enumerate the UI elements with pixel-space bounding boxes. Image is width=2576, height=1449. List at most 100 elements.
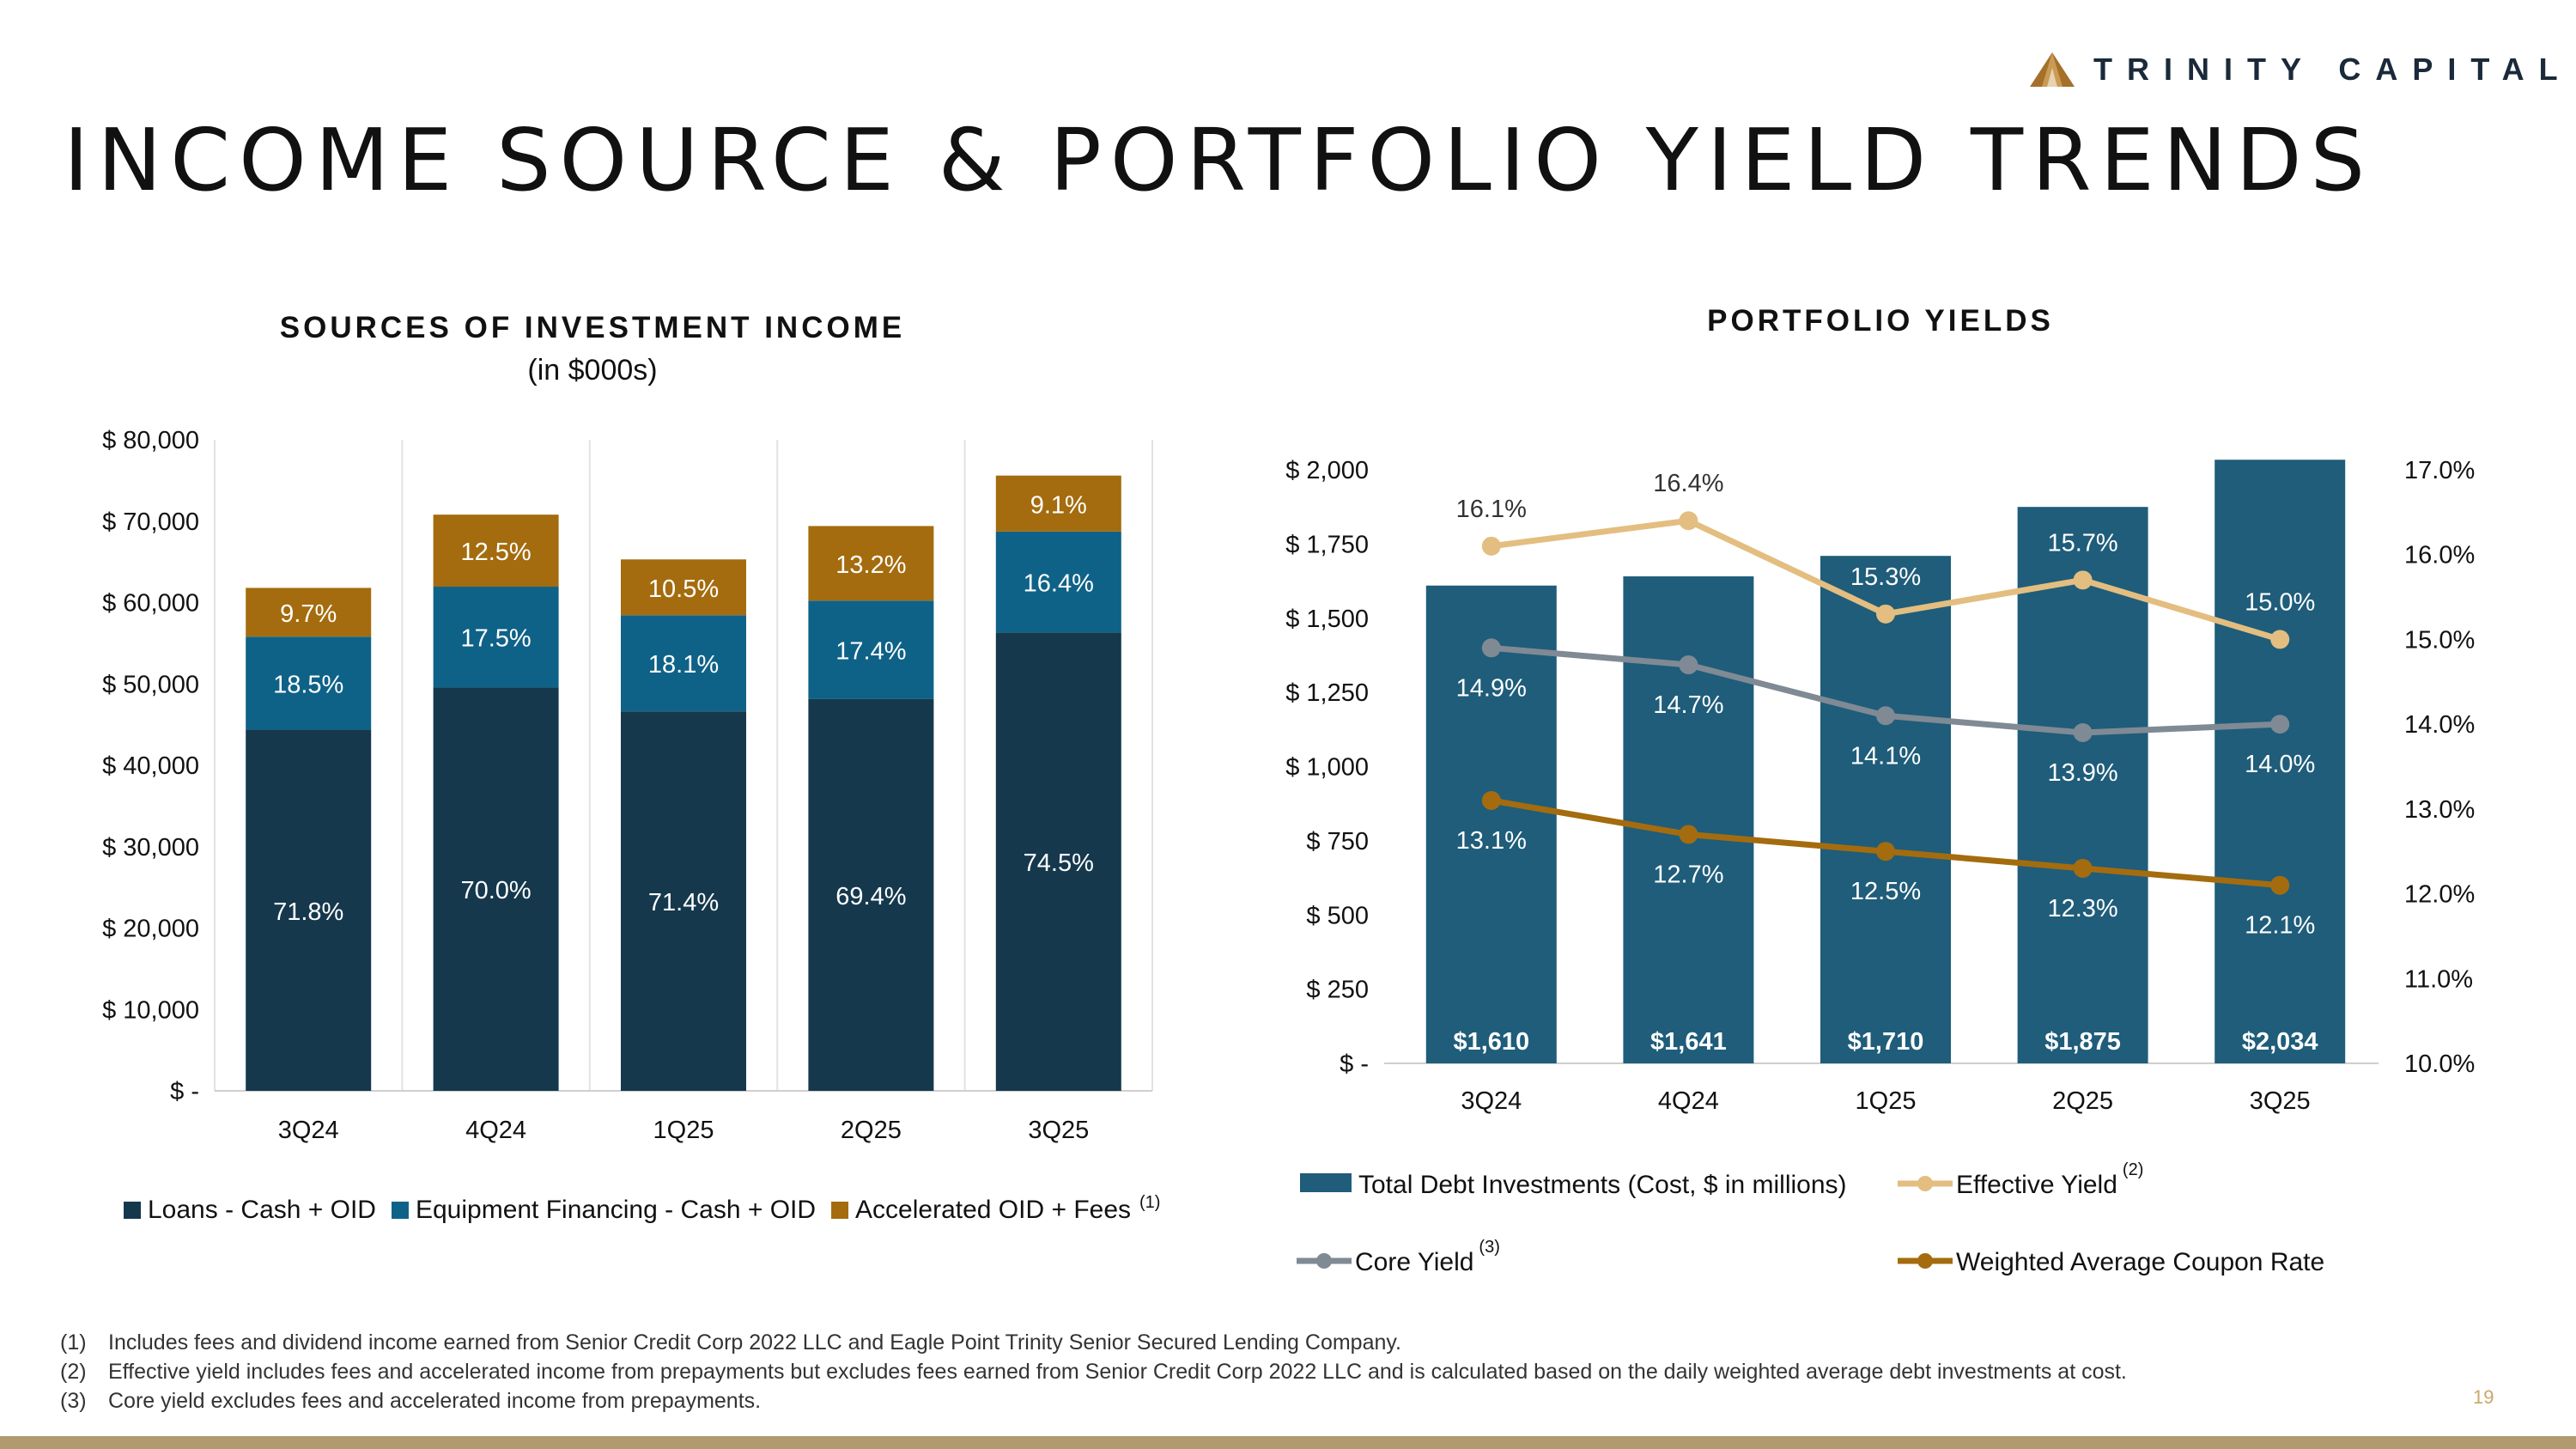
line-data-label: 13.9% (2047, 759, 2117, 787)
y-tick-label: $ 20,000 (102, 916, 199, 943)
right-y-tick-label: 14.0% (2404, 711, 2475, 739)
y-tick-label: $ - (170, 1078, 199, 1105)
data-label: 18.5% (273, 671, 343, 698)
left-y-tick-label: $ 1,250 (1285, 679, 1369, 707)
legend-label: Equipment Financing - Cash + OID (416, 1196, 816, 1224)
series-point-effective (1876, 604, 1895, 624)
bar-value-label: $1,710 (1848, 1028, 1924, 1056)
series-point-coupon (1876, 842, 1895, 861)
legend-swatch-marker (1316, 1253, 1332, 1269)
y-tick-label: $ 60,000 (102, 590, 199, 618)
bar-segment-accelerated (808, 526, 934, 601)
footnote-text: Effective yield includes fees and accele… (108, 1360, 2127, 1384)
bar-segment-loans (433, 687, 559, 1091)
legend-swatch-loans (124, 1202, 141, 1219)
series-point-coupon (1481, 790, 1501, 810)
x-tick-label: 2Q25 (841, 1117, 902, 1144)
right-y-tick-label: 13.0% (2404, 796, 2475, 824)
debt-bar (2215, 460, 2346, 1063)
x-tick-label: 3Q25 (1028, 1117, 1089, 1144)
series-point-core (2270, 715, 2290, 734)
right-y-tick-label: 15.0% (2404, 626, 2475, 654)
legend-swatch-equipment (391, 1202, 409, 1219)
line-data-label: 12.1% (2245, 912, 2315, 940)
legend-swatch-accelerated (831, 1202, 849, 1219)
footnotes: (1) Includes fees and dividend income ea… (60, 1328, 2127, 1416)
page-number: 19 (2473, 1386, 2494, 1408)
legend-label: Effective Yield (1956, 1171, 2117, 1199)
series-point-coupon (2073, 858, 2093, 878)
x-tick-label: 4Q24 (1658, 1087, 1719, 1115)
left-y-tick-label: $ 250 (1306, 977, 1369, 1004)
debt-bar (1820, 556, 1951, 1063)
x-tick-label: 1Q25 (653, 1117, 714, 1144)
x-tick-label: 3Q24 (1461, 1087, 1522, 1115)
x-tick-label: 1Q25 (1856, 1087, 1917, 1115)
line-data-label: 14.9% (1456, 674, 1527, 702)
series-point-effective (2270, 630, 2290, 649)
left-y-tick-label: $ 2,000 (1285, 457, 1369, 484)
x-tick-label: 2Q25 (2052, 1087, 2113, 1115)
left-chart-title: SOURCES OF INVESTMENT INCOME (279, 311, 906, 344)
legend-swatch-bar (1300, 1173, 1352, 1192)
bar-segment-accelerated (433, 514, 559, 588)
data-label: 9.1% (1030, 491, 1087, 519)
legend-label: Total Debt Investments (Cost, $ in milli… (1358, 1171, 1847, 1199)
bar-segment-equipment (995, 531, 1121, 633)
data-label: 17.5% (460, 625, 531, 653)
line-data-label: 16.4% (1653, 470, 1723, 497)
data-label: 10.5% (648, 575, 719, 603)
right-y-tick-label: 12.0% (2404, 881, 2475, 909)
bar-segment-loans (621, 711, 746, 1091)
legend-swatch-marker (1917, 1176, 1933, 1191)
data-label: 16.4% (1024, 570, 1094, 598)
data-label: 71.8% (273, 898, 343, 926)
footnote-number: (3) (60, 1389, 87, 1413)
bar-segment-loans (246, 729, 372, 1091)
line-data-label: 15.3% (1850, 563, 1921, 591)
left-chart-subtitle: (in $000s) (527, 354, 658, 387)
line-data-label: 14.7% (1653, 691, 1723, 719)
left-y-tick-label: $ 750 (1306, 828, 1369, 855)
legend-label: Accelerated OID + Fees (855, 1196, 1131, 1224)
bar-segment-equipment (433, 587, 559, 688)
footnote-number: (2) (60, 1360, 87, 1384)
bar-segment-accelerated (995, 475, 1121, 532)
legend-footnote-ref: (2) (2123, 1160, 2143, 1179)
data-label: 70.0% (460, 877, 531, 904)
bar-value-label: $2,034 (2242, 1028, 2318, 1056)
brand-name: TRINITY CAPITAL (2093, 52, 2573, 87)
bar-segment-equipment (808, 600, 934, 699)
line-data-label: 14.1% (1850, 742, 1921, 770)
data-label: 9.7% (280, 600, 337, 628)
footnote-text: Core yield excludes fees and accelerated… (108, 1389, 762, 1413)
series-point-core (1481, 638, 1501, 658)
legend-footnote-ref: (1) (1139, 1193, 1160, 1212)
x-tick-label: 3Q25 (2250, 1087, 2311, 1115)
legend-label: Loans - Cash + OID (148, 1196, 376, 1224)
footnote-1: (1) Includes fees and dividend income ea… (60, 1328, 2127, 1357)
line-data-label: 15.7% (2047, 529, 2117, 557)
left-y-tick-label: $ 1,000 (1285, 754, 1369, 782)
right-y-tick-label: 10.0% (2404, 1050, 2475, 1078)
right-y-tick-label: 17.0% (2404, 457, 2475, 484)
right-y-tick-label: 16.0% (2404, 542, 2475, 569)
bar-value-label: $1,875 (2044, 1028, 2121, 1056)
data-label: 13.2% (835, 551, 906, 579)
series-point-coupon (2270, 875, 2290, 895)
data-label: 18.1% (648, 651, 719, 679)
bar-value-label: $1,610 (1453, 1028, 1529, 1056)
legend-label: Weighted Average Coupon Rate (1956, 1248, 2324, 1276)
y-tick-label: $ 50,000 (102, 671, 199, 698)
x-tick-label: 3Q24 (278, 1117, 339, 1144)
left-y-tick-label: $ - (1340, 1050, 1369, 1078)
series-point-effective (2073, 570, 2093, 590)
footnote-2: (2) Effective yield includes fees and ac… (60, 1357, 2127, 1386)
right-chart-title: PORTFOLIO YIELDS (1707, 304, 2054, 338)
series-point-core (2073, 723, 2093, 743)
series-point-effective (1679, 511, 1698, 531)
bar-segment-accelerated (621, 559, 746, 616)
y-tick-label: $ 40,000 (102, 752, 199, 780)
data-label: 12.5% (460, 539, 531, 566)
